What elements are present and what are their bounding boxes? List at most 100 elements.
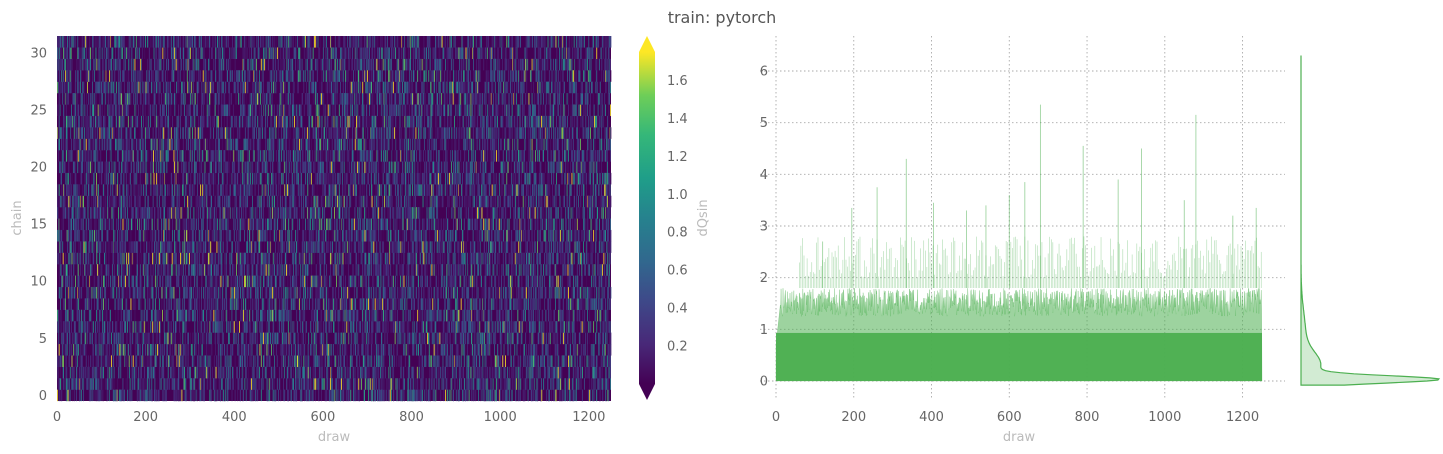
heatmap-cell <box>494 378 496 390</box>
heatmap-cell <box>134 343 136 356</box>
heatmap-cell <box>158 378 160 390</box>
heatmap-cell <box>598 378 599 390</box>
heatmap-cell <box>505 298 506 310</box>
heatmap-cell <box>383 378 384 390</box>
heatmap-cell <box>110 309 111 322</box>
heatmap-cell <box>272 309 274 322</box>
heatmap-cell <box>97 298 99 310</box>
heatmap-cell <box>493 286 494 299</box>
heatmap-cell <box>227 275 229 288</box>
heatmap-cell <box>326 355 328 367</box>
heatmap-cell <box>165 286 166 299</box>
heatmap-cell <box>229 321 231 333</box>
heatmap-cell <box>485 389 486 402</box>
heatmap-cell <box>240 355 242 367</box>
heatmap-cell <box>467 332 469 345</box>
heatmap-cell <box>490 389 491 402</box>
heatmap-cell <box>350 355 352 367</box>
heatmap-cell <box>208 309 210 322</box>
heatmap-cell <box>455 286 457 299</box>
heatmap-cell <box>380 286 382 299</box>
heatmap-cell <box>132 286 134 299</box>
heatmap-cell <box>87 378 88 390</box>
heatmap-cell <box>282 286 284 299</box>
heatmap-cell <box>245 343 247 356</box>
heatmap-cell <box>569 298 571 310</box>
heatmap-cell <box>172 332 174 345</box>
heatmap-cell <box>72 366 73 379</box>
heatmap-cell <box>365 309 366 322</box>
heatmap-cell <box>510 332 512 345</box>
heatmap-cell <box>599 343 601 356</box>
heatmap-cell <box>383 286 385 299</box>
heatmap-cell <box>69 286 71 299</box>
heatmap-cell <box>381 378 383 390</box>
heatmap-cell <box>311 275 313 288</box>
heatmap-cell <box>308 366 310 379</box>
heatmap-cell <box>520 321 522 333</box>
heatmap-cell <box>369 378 371 390</box>
heatmap-cell <box>241 378 243 390</box>
heatmap-cell <box>242 343 244 356</box>
heatmap-cell <box>154 321 156 333</box>
heatmap-cell <box>131 389 133 402</box>
heatmap-cell <box>136 286 138 299</box>
heatmap-cell <box>245 355 247 367</box>
heatmap-cell <box>326 378 328 390</box>
heatmap-cell <box>314 275 316 288</box>
heatmap-cell <box>121 343 123 356</box>
heatmap-cell <box>587 332 588 345</box>
heatmap-cell <box>148 389 150 402</box>
heatmap-cell <box>372 378 373 390</box>
heatmap-cell <box>462 389 464 402</box>
heatmap-cell <box>284 332 286 345</box>
heatmap-cell <box>382 275 384 288</box>
heatmap-cell <box>88 378 90 390</box>
heatmap-cell <box>304 343 306 356</box>
heatmap-cell <box>443 321 444 333</box>
heatmap-cell <box>584 298 586 310</box>
heatmap-cell <box>250 321 252 333</box>
heatmap-cell <box>95 332 97 345</box>
heatmap-cell <box>524 298 525 310</box>
heatmap-cell <box>379 321 380 333</box>
heatmap-cell <box>408 366 410 379</box>
heatmap-cell <box>115 332 117 345</box>
heatmap-cell <box>319 309 321 322</box>
heatmap-cell <box>328 309 330 322</box>
heatmap-cell <box>461 378 462 390</box>
heatmap-cell <box>322 298 324 310</box>
heatmap-cell <box>179 355 181 367</box>
heatmap-cell <box>575 378 576 390</box>
heatmap-cell <box>193 275 195 288</box>
heatmap-cell <box>484 332 486 345</box>
heatmap-cell <box>577 378 579 390</box>
heatmap-cell <box>164 286 166 299</box>
heatmap-cell <box>179 343 181 356</box>
heatmap-cell <box>529 343 531 356</box>
heatmap-cell <box>232 275 234 288</box>
heatmap-cell <box>466 298 468 310</box>
heatmap-cell <box>593 298 595 310</box>
heatmap-cell <box>299 378 301 390</box>
heatmap-cell <box>444 366 446 379</box>
heatmap-cell <box>300 389 302 402</box>
heatmap-cell <box>237 275 239 288</box>
heatmap-cell <box>454 366 456 379</box>
heatmap-cell <box>416 332 418 345</box>
heatmap-cell <box>536 298 538 310</box>
heatmap-cell <box>521 286 523 299</box>
heatmap-cell <box>270 332 271 345</box>
heatmap-cell <box>243 332 244 345</box>
heatmap-cell <box>564 332 566 345</box>
heatmap-cell <box>463 286 465 299</box>
heatmap-cell <box>269 286 271 299</box>
heatmap-cell <box>289 355 291 367</box>
heatmap-cell <box>278 286 280 299</box>
heatmap-cell <box>279 298 281 310</box>
heatmap-cell <box>85 298 87 310</box>
heatmap-cell <box>384 332 386 345</box>
heatmap-cell <box>485 286 487 299</box>
heatmap-cell <box>326 286 327 299</box>
heatmap-cell <box>273 378 275 390</box>
